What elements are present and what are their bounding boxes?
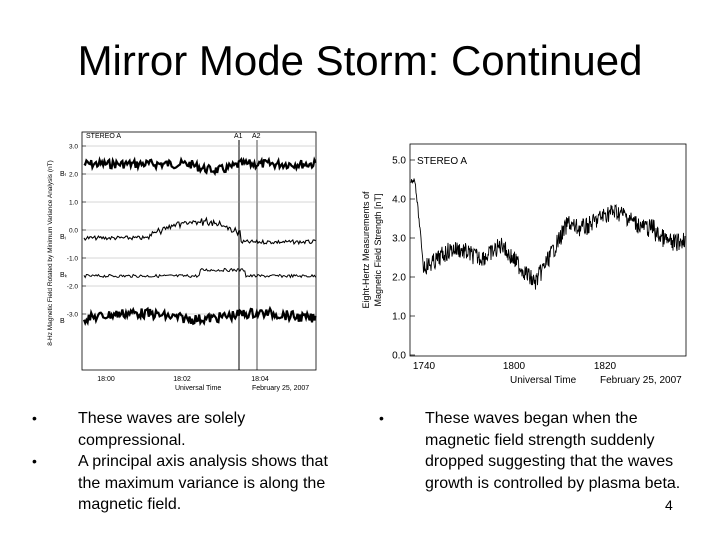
right-bullet-item: • These waves began when the magnetic fie… (379, 408, 689, 494)
right-figure: STEREO A Eight-Hertz Measurements of Mag… (361, 143, 687, 386)
right-panel-label: STEREO A (417, 156, 467, 167)
left-y-axis-label: 8-Hz Magnetic Field Rotated by Minimum V… (47, 160, 54, 346)
left-y-tick-label: -3.0 (67, 312, 79, 319)
right-bullet-text: These waves began when the magnetic fiel… (425, 410, 681, 492)
right-y-tick-label: 4.0 (392, 195, 406, 206)
left-bullet-list: • These waves are solely compressional. •… (32, 408, 332, 516)
right-plot-frame (409, 143, 687, 357)
left-panel-label: STEREO A (86, 133, 121, 140)
left-x-tick-1800: 18:00 (97, 376, 115, 383)
left-x-tick-1802: 18:02 (173, 376, 191, 383)
trace-label-b: B (60, 318, 65, 325)
bullet-dot: • (32, 410, 37, 426)
page-number: 4 (665, 497, 673, 513)
right-y-axis-label-2: Magnetic Field Strength [nT] (373, 193, 383, 306)
left-y-tick-label: -2.0 (67, 284, 79, 291)
field-strength-trace (410, 178, 686, 290)
right-y-tick-label: 1.0 (392, 312, 406, 323)
right-date: February 25, 2007 (600, 375, 682, 386)
left-date: February 25, 2007 (252, 385, 309, 392)
left-y-tick-label: 0.0 (69, 228, 78, 235)
trace-label-bl: Bₗ (60, 171, 66, 178)
trace-bk (83, 267, 317, 279)
left-y-tick-label: -1.0 (67, 256, 79, 263)
trace-b (82, 305, 317, 327)
left-x-tick-1804: 18:04 (251, 376, 269, 383)
marker-a1: A1 (234, 133, 243, 140)
right-x-tick-1820: 1820 (594, 361, 617, 372)
left-bullet-item: • A principal axis analysis shows that th… (32, 451, 332, 516)
trace-label-bk: Bₖ (60, 272, 68, 279)
right-x-axis-label: Universal Time (510, 375, 577, 386)
left-plot-frame (81, 131, 317, 371)
right-y-axis-label-1: Eight-Hertz Measurements of (361, 191, 371, 309)
left-y-tick-label: 2.0 (69, 172, 78, 179)
left-bullet-item: • These waves are solely compressional. (32, 408, 332, 451)
right-y-tick-label: 3.0 (392, 234, 406, 245)
left-x-axis-label: Universal Time (175, 385, 221, 392)
left-y-tick-label: 1.0 (69, 200, 78, 207)
right-x-tick-1740: 1740 (413, 361, 436, 372)
trace-bi (83, 216, 316, 246)
right-x-tick-1800: 1800 (503, 361, 526, 372)
bullet-dot: • (379, 410, 384, 426)
right-y-tick-label: 0.0 (392, 351, 406, 362)
trace-label-bi: Bᵢ (60, 234, 66, 241)
left-bullet-text: These waves are solely compressional. (78, 410, 246, 449)
left-figure: STEREO A A1 A2 3.02.01.00.0-1.0-2.0-3.0 … (47, 131, 317, 392)
slide-title: Mirror Mode Storm: Continued (77, 37, 643, 84)
bullet-dot: • (32, 453, 37, 469)
left-y-tick-label: 3.0 (69, 144, 78, 151)
right-y-tick-label: 2.0 (392, 273, 406, 284)
marker-a2: A2 (252, 133, 261, 140)
right-y-tick-label: 5.0 (392, 156, 406, 167)
trace-bl (83, 156, 317, 177)
left-bullet-text: A principal axis analysis shows that the… (78, 453, 328, 513)
right-bullet-list: • These waves began when the magnetic fie… (379, 408, 689, 494)
